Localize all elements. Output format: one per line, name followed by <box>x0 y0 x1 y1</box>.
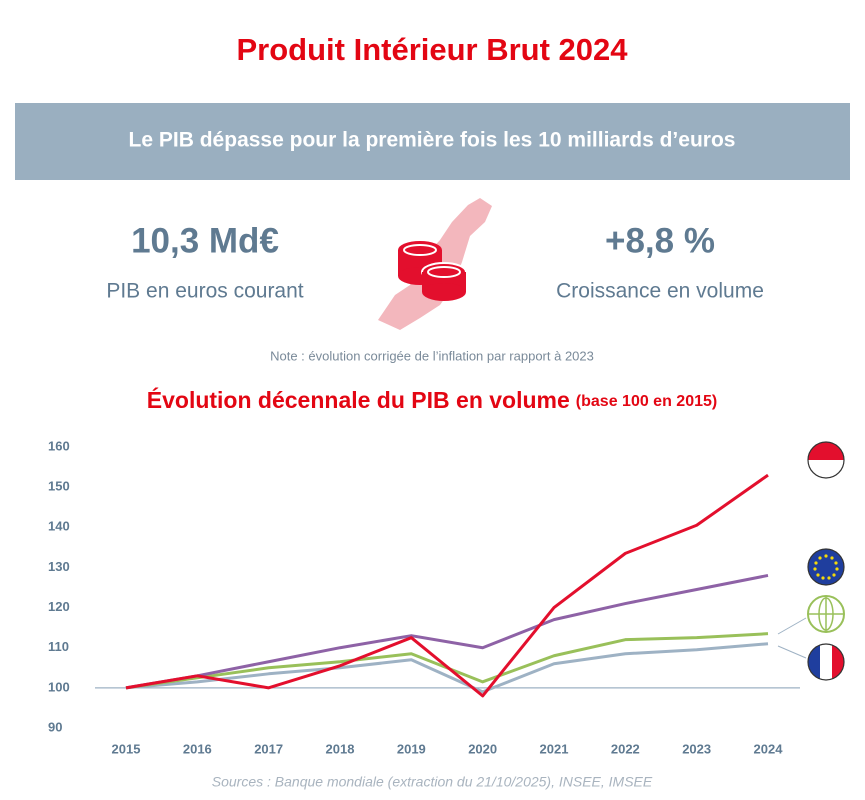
y-tick-label: 100 <box>48 679 70 694</box>
kpi-label: PIB en euros courant <box>106 280 303 303</box>
y-tick-label: 120 <box>48 599 70 614</box>
x-tick-label: 2023 <box>682 741 711 756</box>
series-line <box>125 573 769 690</box>
kpi-value: +8,8 % <box>605 221 715 260</box>
chart-title: Évolution décennale du PIB en volume (bas… <box>147 386 717 413</box>
x-tick-label: 2015 <box>112 741 141 756</box>
banner <box>15 103 850 180</box>
icon-monaco-coins <box>378 198 492 330</box>
x-tick-label: 2021 <box>540 741 569 756</box>
x-tick-label: 2024 <box>754 741 784 756</box>
x-tick-label: 2016 <box>183 741 212 756</box>
source: Sources : Banque mondiale (extraction du… <box>212 774 653 790</box>
note: Note : évolution corrigée de l’inflation… <box>270 348 594 363</box>
chart-title-main: Évolution décennale du PIB en volume <box>147 386 570 413</box>
kpi-label: Croissance en volume <box>556 280 764 303</box>
series-line <box>125 473 769 698</box>
x-tick-label: 2017 <box>254 741 283 756</box>
y-tick-label: 140 <box>48 519 70 534</box>
x-tick-label: 2022 <box>611 741 640 756</box>
y-tick-label: 150 <box>48 479 70 494</box>
chart-subtitle: (base 100 en 2015) <box>576 393 717 410</box>
x-tick-label: 2019 <box>397 741 426 756</box>
y-tick-label: 90 <box>48 719 62 734</box>
series-line <box>125 642 769 694</box>
x-tick-label: 2018 <box>326 741 355 756</box>
legend-flags <box>777 441 845 681</box>
kpi-value: 10,3 Md€ <box>131 221 279 260</box>
y-tick-label: 110 <box>48 639 69 654</box>
x-tick-label: 2020 <box>468 741 497 756</box>
y-tick-label: 130 <box>48 559 70 574</box>
banner-text: Le PIB dépasse pour la première fois les… <box>129 129 736 152</box>
title: Produit Intérieur Brut 2024 <box>236 32 628 67</box>
y-tick-label: 160 <box>48 438 70 453</box>
